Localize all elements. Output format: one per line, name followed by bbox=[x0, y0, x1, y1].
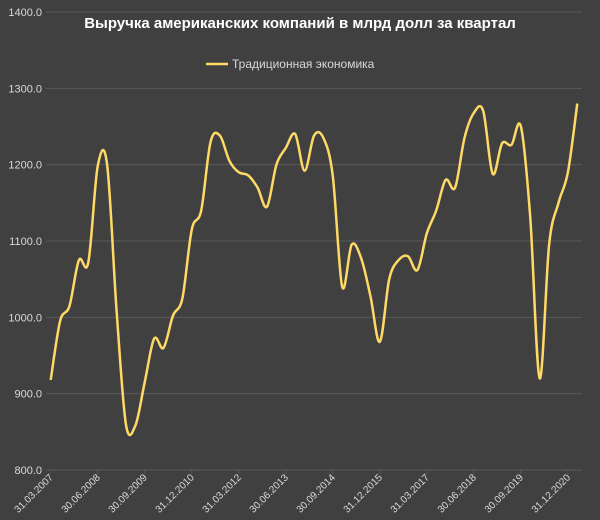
y-tick-label: 1300.0 bbox=[8, 83, 42, 95]
y-tick-label: 1000.0 bbox=[8, 312, 42, 324]
x-tick-label: 31.03.2007 bbox=[13, 472, 56, 515]
x-tick-label: 31.12.2015 bbox=[342, 472, 385, 515]
x-tick-label: 30.06.2018 bbox=[436, 472, 479, 515]
gridlines bbox=[46, 11, 582, 471]
y-tick-label: 1400.0 bbox=[8, 7, 42, 19]
y-tick-label: 1100.0 bbox=[9, 236, 42, 248]
x-tick-label: 31.03.2017 bbox=[389, 472, 432, 515]
x-tick-label: 30.06.2008 bbox=[60, 472, 103, 515]
x-tick-label: 30.09.2014 bbox=[295, 472, 338, 515]
x-tick-label: 31.12.2010 bbox=[154, 472, 197, 515]
y-tick-label: 1200.0 bbox=[8, 160, 42, 172]
legend-label: Традиционная экономика bbox=[232, 57, 375, 71]
x-tick-label: 31.03.2012 bbox=[201, 472, 244, 515]
x-tick-label: 30.09.2009 bbox=[107, 472, 150, 515]
x-axis-ticks: 31.03.2007 30.06.2008 30.09.2009 31.12.2010… bbox=[13, 470, 573, 516]
series-line-layer bbox=[49, 103, 579, 437]
legend: Традиционная экономика bbox=[206, 57, 375, 71]
x-tick-label: 30.06.2013 bbox=[248, 472, 291, 515]
y-tick-label: 800.0 bbox=[14, 465, 42, 477]
chart-title: Выручка американских компаний в млрд дол… bbox=[84, 15, 516, 32]
x-tick-label: 30.09.2019 bbox=[483, 472, 526, 515]
x-tick-label: 31.12.2020 bbox=[530, 472, 573, 515]
series-line bbox=[49, 103, 579, 437]
y-axis-ticks: 800.0 900.0 1000.0 1100.0 1200.0 1300.0 1400.0 bbox=[8, 7, 42, 477]
y-tick-label: 900.0 bbox=[14, 389, 42, 401]
